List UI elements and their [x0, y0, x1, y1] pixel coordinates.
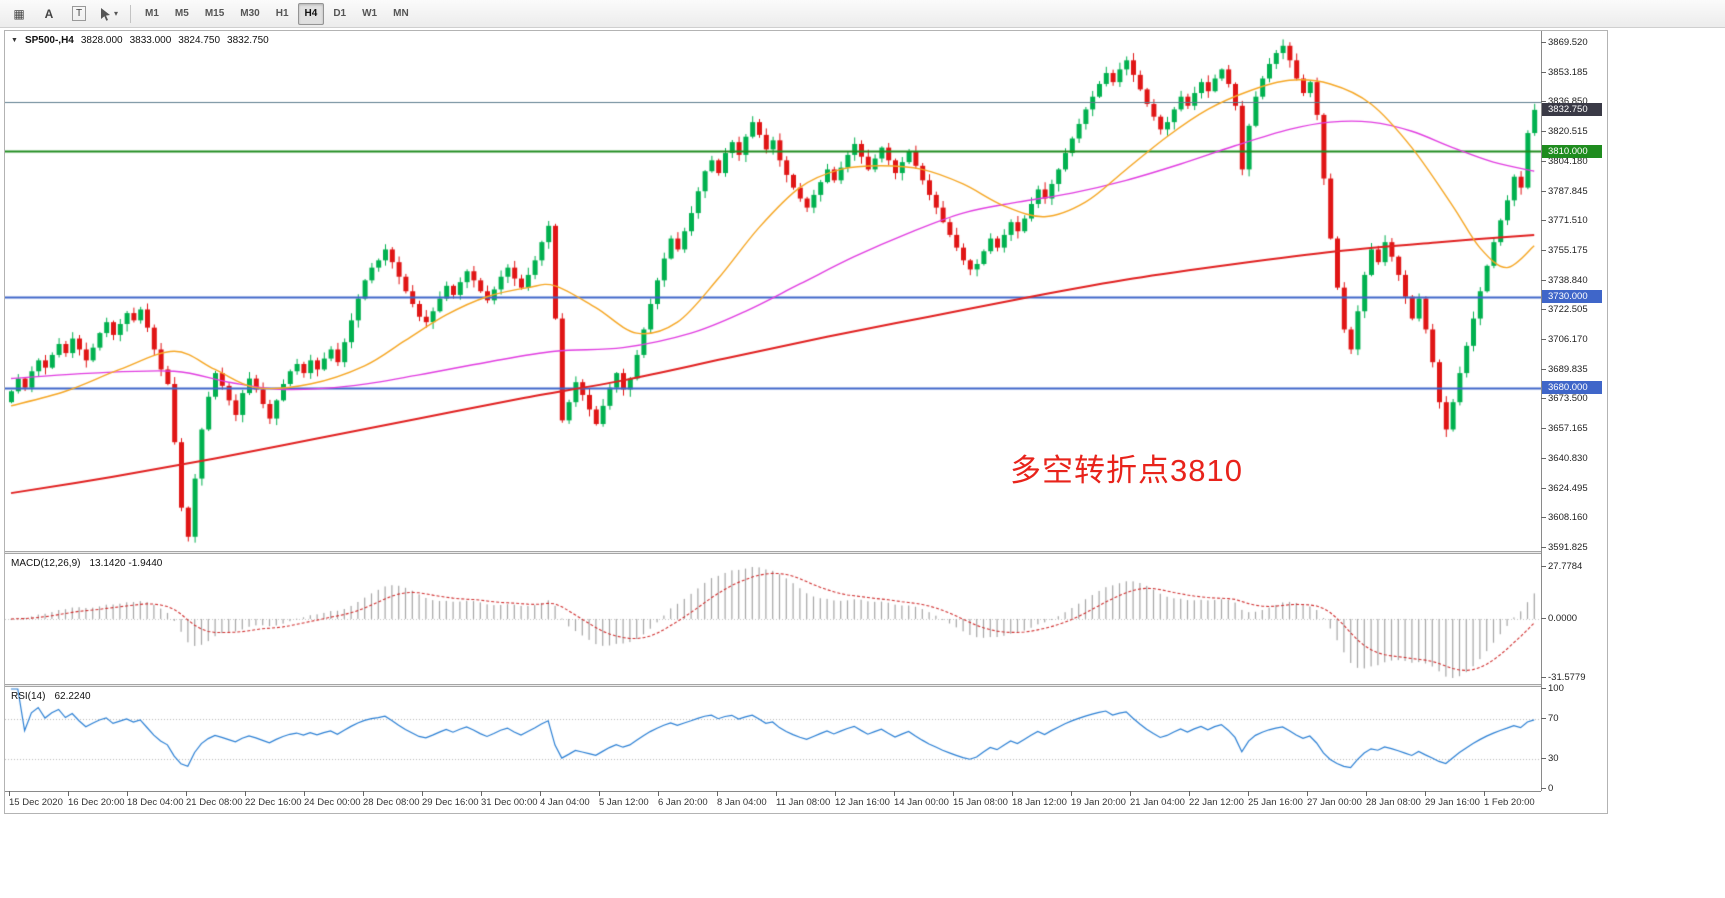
timeframe-button-h1[interactable]: H1 [275, 8, 289, 19]
time-tick-label: 29 Jan 16:00 [1425, 791, 1480, 808]
time-tick-label: 22 Dec 16:00 [245, 791, 302, 808]
timeframe-button-m15[interactable]: M15 [204, 8, 225, 19]
macd-name: MACD(12,26,9) [11, 558, 81, 569]
timeframe-button-mn[interactable]: MN [393, 8, 409, 19]
time-tick-label: 24 Dec 00:00 [304, 791, 361, 808]
price-tick-label: 3836.850 [1541, 96, 1588, 108]
price-tick-label: 3722.505 [1541, 304, 1588, 316]
time-tick-label: 21 Jan 04:00 [1130, 791, 1185, 808]
rsi-tick-label: 30 [1541, 753, 1559, 764]
time-tick-label: 16 Dec 20:00 [68, 791, 125, 808]
toolbar: ▦ A T ▾ M1 M5 M15 M30 H1 H4 D1 W1 MN [0, 0, 1725, 28]
timeframe-button-d1[interactable]: D1 [333, 8, 347, 19]
timeframe-button-m1[interactable]: M1 [145, 8, 159, 19]
rsi-pane-canvas[interactable] [5, 687, 1541, 791]
pane-divider[interactable] [5, 684, 1607, 687]
time-tick-label: 18 Jan 12:00 [1012, 791, 1067, 808]
time-tick-label: 8 Jan 04:00 [717, 791, 767, 808]
blue-level-badge-3730: 3730.000 [1542, 290, 1602, 304]
price-tick-label: 3706.170 [1541, 334, 1588, 346]
macd-values: 13.1420 -1.9440 [89, 558, 163, 569]
low-value: 3824.750 [178, 35, 221, 46]
chevron-down-icon: ▾ [113, 9, 118, 18]
price-tick-label: 3820.515 [1541, 126, 1588, 138]
price-tick-label: 3689.835 [1541, 363, 1588, 375]
time-tick-label: 28 Dec 08:00 [363, 791, 420, 808]
green-level-badge: 3810.000 [1542, 144, 1602, 158]
price-tick-label: 3755.175 [1541, 244, 1588, 256]
open-value: 3828.000 [80, 35, 123, 46]
macd-pane-canvas[interactable] [5, 554, 1541, 684]
time-tick-label: 18 Dec 04:00 [127, 791, 184, 808]
timeframe-button-group: M1 M5 M15 M30 H1 H4 D1 W1 MN [137, 2, 417, 25]
tile-windows-icon: ▦ [13, 6, 25, 21]
current-price-badge: 3832.750 [1542, 103, 1602, 117]
rsi-tick-label: 0 [1540, 783, 1554, 794]
timeframe-button-w1[interactable]: W1 [362, 8, 378, 19]
rsi-name: RSI(14) [11, 691, 46, 702]
time-tick-label: 31 Dec 00:00 [481, 791, 538, 808]
macd-tick-label: 0.0000 [1540, 612, 1578, 624]
macd-tick-label: -31.5779 [1541, 672, 1586, 683]
text-tool-icon: T [71, 6, 87, 21]
font-tool-button[interactable]: A [44, 6, 54, 21]
rsi-tick-label: 100 [1541, 683, 1564, 694]
time-tick-label: 25 Jan 16:00 [1248, 791, 1303, 808]
high-value: 3833.000 [129, 35, 172, 46]
chart-text-annotation: 多空转折点3810 [1010, 453, 1243, 488]
rsi-tick-label: 70 [1541, 713, 1559, 724]
price-axis[interactable]: 3869.520 3853.185 3836.850 3820.515 3804.180… [1540, 31, 1607, 794]
price-tick-label: 3673.500 [1541, 393, 1588, 405]
macd-indicator-label: MACD(12,26,9) 13.1420 -1.9440 [11, 558, 162, 569]
price-tick-label: 3869.520 [1541, 37, 1588, 48]
symbol-title: SP500-,H4 [24, 35, 74, 46]
pane-divider[interactable] [5, 551, 1607, 554]
time-tick-label: 4 Jan 04:00 [540, 791, 590, 808]
tile-windows-button[interactable]: ▦ [5, 2, 33, 26]
time-tick-label: 1 Feb 20:00 [1484, 791, 1535, 808]
time-tick-label: 12 Jan 16:00 [835, 791, 890, 808]
time-tick-label: 28 Jan 08:00 [1366, 791, 1421, 808]
time-tick-label: 19 Jan 20:00 [1071, 791, 1126, 808]
time-tick-label: 15 Dec 2020 [9, 791, 63, 808]
price-tick-label: 3640.830 [1541, 452, 1588, 464]
price-tick-label: 3591.825 [1541, 542, 1588, 553]
time-axis[interactable]: 15 Dec 2020 16 Dec 20:00 18 Dec 04:00 21 De… [5, 791, 1541, 813]
time-tick-label: 14 Jan 00:00 [894, 791, 949, 808]
blue-level-badge-3680: 3680.000 [1542, 381, 1602, 395]
macd-tick-label: 27.7784 [1540, 561, 1583, 572]
price-tick-label: 3771.510 [1541, 215, 1588, 227]
price-tick-label: 3608.160 [1541, 512, 1588, 524]
time-tick-label: 22 Jan 12:00 [1189, 791, 1244, 808]
text-tool-button[interactable]: T [65, 2, 93, 26]
symbol-ohlc-line: ▼ SP500-,H4 3828.000 3833.000 3824.750 3… [11, 35, 269, 46]
timeframe-button-m5[interactable]: M5 [174, 8, 189, 19]
time-tick-label: 6 Jan 20:00 [658, 791, 708, 808]
toolbar-separator [130, 4, 131, 23]
time-tick-label: 11 Jan 08:00 [776, 791, 831, 808]
cursor-icon [100, 7, 110, 21]
timeframe-button-m30[interactable]: M30 [240, 8, 260, 19]
time-tick-label: 21 Dec 08:00 [186, 791, 243, 808]
price-tick-label: 3624.495 [1541, 482, 1588, 494]
price-tick-label: 3787.845 [1541, 185, 1588, 197]
rsi-value: 62.2240 [54, 691, 91, 702]
chart-window: ▼ SP500-,H4 3828.000 3833.000 3824.750 3… [4, 30, 1608, 814]
time-tick-label: 29 Dec 16:00 [422, 791, 479, 808]
timeframe-button-h4[interactable]: H4 [297, 2, 325, 25]
price-tick-label: 3738.840 [1541, 274, 1588, 286]
collapse-chart-icon[interactable]: ▼ [11, 37, 18, 44]
price-chart-canvas[interactable] [5, 31, 1541, 551]
time-tick-label: 5 Jan 12:00 [599, 791, 649, 808]
time-tick-label: 15 Jan 08:00 [953, 791, 1008, 808]
rsi-indicator-label: RSI(14) 62.2240 [11, 691, 91, 702]
cursor-tool-button[interactable]: ▾ [95, 2, 123, 26]
price-tick-label: 3853.185 [1541, 66, 1588, 78]
price-tick-label: 3804.180 [1541, 155, 1588, 167]
close-value: 3832.750 [227, 35, 269, 46]
price-tick-label: 3657.165 [1541, 423, 1588, 435]
time-tick-label: 27 Jan 00:00 [1307, 791, 1362, 808]
